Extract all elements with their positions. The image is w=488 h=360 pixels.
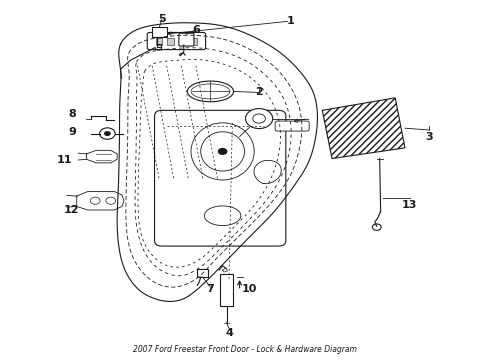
Text: 2: 2: [255, 87, 263, 98]
Bar: [190, 38, 197, 45]
Text: 13: 13: [401, 200, 417, 210]
Polygon shape: [322, 98, 404, 158]
Bar: [220, 274, 232, 306]
Text: 7: 7: [206, 284, 214, 294]
Bar: [152, 27, 166, 37]
Text: 11: 11: [57, 156, 72, 165]
Text: 12: 12: [64, 205, 80, 215]
FancyBboxPatch shape: [147, 32, 205, 50]
Circle shape: [100, 128, 115, 139]
Text: 3: 3: [425, 132, 432, 142]
Text: 1: 1: [286, 16, 294, 26]
Text: 9: 9: [68, 127, 76, 137]
Bar: [197, 269, 207, 277]
Text: 5: 5: [158, 14, 165, 24]
Circle shape: [252, 114, 265, 123]
Text: 4: 4: [225, 328, 233, 338]
Ellipse shape: [187, 81, 233, 102]
Text: 2007 Ford Freestar Front Door - Lock & Hardware Diagram: 2007 Ford Freestar Front Door - Lock & H…: [132, 345, 356, 354]
FancyBboxPatch shape: [179, 33, 194, 46]
Bar: [167, 38, 174, 45]
Text: 8: 8: [68, 109, 76, 119]
Bar: [155, 38, 162, 45]
Circle shape: [217, 148, 227, 155]
Circle shape: [245, 109, 272, 129]
Circle shape: [372, 224, 380, 230]
Bar: [179, 38, 185, 45]
Circle shape: [104, 131, 111, 136]
Text: 6: 6: [192, 25, 200, 35]
Text: 10: 10: [241, 284, 257, 294]
FancyBboxPatch shape: [275, 121, 308, 131]
